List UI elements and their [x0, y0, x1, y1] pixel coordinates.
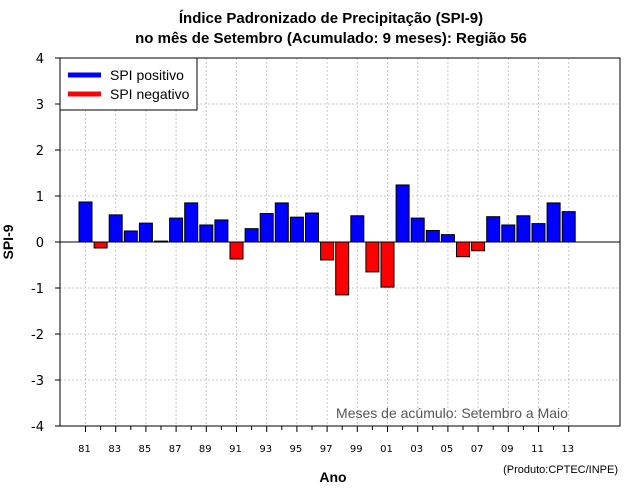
bar-05	[440, 234, 455, 243]
x-tick-label: 91	[229, 444, 242, 455]
x-tick-label: 05	[441, 444, 454, 455]
x-tick-label: 13	[561, 444, 574, 455]
y-axis-label: SPI-9	[0, 224, 16, 259]
bar-96	[305, 212, 319, 243]
x-tick-label: 11	[531, 444, 544, 455]
y-tick-label: 4	[36, 52, 44, 67]
y-tick-label: -1	[31, 282, 44, 297]
x-tick-label: 85	[139, 444, 152, 455]
legend-positive-label: SPI positivo	[110, 67, 184, 83]
x-tick-label: 87	[169, 444, 182, 455]
bar-89	[199, 224, 214, 243]
bar-13	[561, 211, 576, 243]
bar-03	[410, 217, 425, 243]
x-tick-label: 09	[501, 444, 514, 455]
bar-98	[335, 241, 350, 296]
bar-87	[169, 217, 184, 243]
y-axis-ticks: -4 -3 -2 -1 0 1 2 3 4	[31, 52, 60, 435]
y-tick-label: 2	[36, 144, 44, 159]
bar-06	[456, 241, 470, 258]
y-tick-label: -3	[31, 374, 44, 389]
bar-92	[244, 228, 259, 243]
bar-11	[531, 223, 546, 243]
bar-00	[365, 241, 380, 273]
legend-negative-label: SPI negativo	[110, 86, 190, 102]
bar-84	[123, 230, 138, 243]
y-tick-label: 3	[36, 98, 44, 113]
bar-04	[425, 230, 440, 243]
bar-81	[78, 201, 93, 243]
x-tick-label: 83	[108, 444, 121, 455]
accumulation-note: Meses de acúmulo: Setembro a Maio	[336, 405, 568, 421]
bar-93	[259, 212, 274, 243]
bar-12	[546, 202, 561, 243]
y-tick-label: -4	[31, 420, 44, 435]
x-axis-ticks: 81 83 85 87 89 91 93 95 97 99 01 03 05 07 09 11 13	[78, 426, 574, 455]
x-tick-label: 95	[290, 444, 303, 455]
bar-01	[380, 241, 395, 288]
legend-box	[59, 57, 198, 111]
bar-08	[486, 216, 501, 243]
bar-97	[320, 241, 335, 261]
bar-02	[395, 184, 410, 243]
bar-95	[289, 216, 304, 243]
bar-94	[274, 202, 289, 243]
bar-82	[93, 241, 108, 249]
chart-title-line2: no mês de Setembro (Acumulado: 9 meses):…	[135, 30, 527, 47]
credit-text: (Produto:CPTEC/INPE)	[503, 464, 618, 476]
x-axis-label: Ano	[319, 469, 346, 485]
chart-title-line1: Índice Padronizado de Precipitação (SPI-…	[179, 10, 483, 27]
legend: SPI positivo SPI negativo	[59, 57, 198, 111]
x-tick-label: 97	[320, 444, 333, 455]
x-tick-label: 01	[380, 444, 393, 455]
bar-99	[350, 215, 365, 243]
bar-09	[501, 224, 516, 243]
bar-91	[229, 241, 244, 260]
x-tick-label: 99	[350, 444, 363, 455]
x-tick-label: 03	[410, 444, 423, 455]
x-tick-label: 89	[199, 444, 212, 455]
bar-83	[108, 214, 123, 243]
x-tick-label: 93	[259, 444, 272, 455]
bar-10	[516, 215, 531, 243]
bar-85	[138, 222, 153, 243]
x-tick-label: 07	[471, 444, 484, 455]
y-tick-label: -2	[31, 328, 44, 343]
x-tick-label: 81	[78, 444, 91, 455]
bar-88	[184, 202, 199, 243]
bar-07	[471, 241, 486, 252]
bar-90	[214, 219, 229, 243]
y-tick-label: 1	[36, 190, 44, 205]
y-tick-label: 0	[36, 236, 44, 251]
